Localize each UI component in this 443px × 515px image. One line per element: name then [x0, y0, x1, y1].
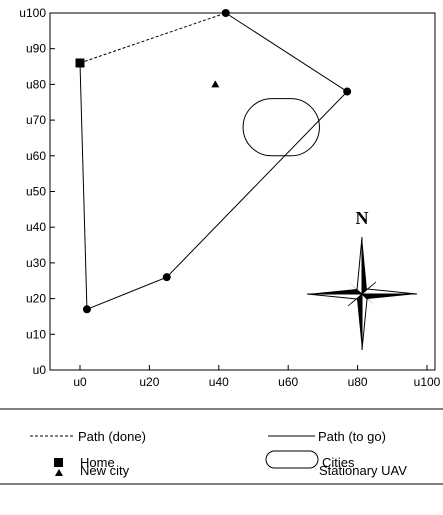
legend-path-to-go-label: Path (to go)	[318, 429, 386, 444]
city-marker	[221, 9, 230, 17]
new-city-marker	[211, 80, 220, 88]
y-tick-label: u20	[26, 292, 46, 306]
y-tick-label: u50	[26, 185, 46, 199]
x-tick-label: u80	[348, 375, 368, 389]
stationary-uav-zone-shape	[242, 98, 320, 157]
stationary-uav-zone	[242, 98, 320, 157]
markers	[75, 9, 352, 314]
x-tick-label: u100	[414, 375, 441, 389]
legend-home-square-icon	[54, 458, 63, 467]
legend-cities-label: Cities	[322, 455, 355, 470]
y-tick-label: u100	[19, 6, 46, 20]
y-tick-label: u10	[26, 327, 46, 341]
y-tick-label: u60	[26, 149, 46, 163]
legend-new-city-label: New city	[80, 463, 130, 478]
y-tick-label: u30	[26, 256, 46, 270]
x-tick-label: u20	[139, 375, 159, 389]
city-marker	[343, 87, 352, 96]
compass-rose: N	[306, 208, 418, 351]
legend-path-done-label: Path (done)	[78, 429, 146, 444]
x-tick-label: u40	[209, 375, 229, 389]
home-marker	[75, 58, 85, 68]
legend-stationary-uav-label: Stationary UAV	[319, 463, 407, 478]
axes: u0 u10 u20 u30 u40 u50 u60 u70 u80 u90 u100 u0 u20 u4…	[19, 6, 440, 389]
city-marker	[82, 305, 91, 314]
compass-star-icon	[306, 236, 418, 351]
y-tick-label: u0	[33, 363, 47, 377]
plot-frame	[49, 12, 436, 371]
legend-uav-zone-icon	[265, 450, 319, 469]
compass-north-label: N	[356, 208, 369, 228]
legend-home-label: Home	[80, 455, 115, 470]
y-tick-label: u70	[26, 113, 46, 127]
y-tick-label: u90	[26, 42, 46, 56]
x-tick-label: u0	[73, 375, 87, 389]
legend-new-city-triangle-icon	[55, 469, 63, 476]
y-tick-label: u80	[26, 77, 46, 91]
path-done-line	[79, 12, 226, 64]
city-marker	[162, 273, 171, 282]
y-tick-label: u40	[26, 220, 46, 234]
paths	[79, 12, 348, 311]
x-tick-label: u60	[278, 375, 298, 389]
path-to-go-line	[79, 12, 348, 311]
legend: Path (done) Path (to go) Home Cities New…	[0, 408, 443, 485]
